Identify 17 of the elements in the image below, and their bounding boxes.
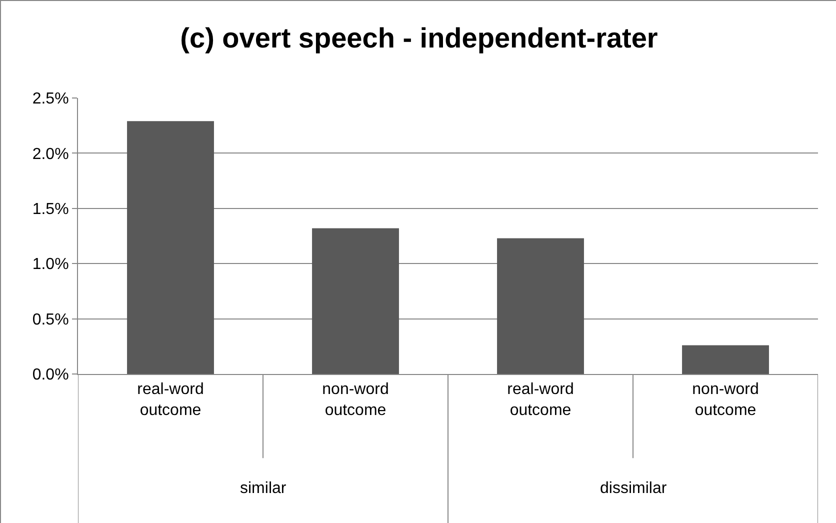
y-tick-label: 0.5% — [32, 311, 69, 328]
text: dissimilar — [600, 480, 668, 497]
bar — [127, 121, 214, 374]
bar — [312, 228, 399, 374]
x-tick-label: non-word outcome — [692, 381, 759, 419]
bar — [682, 345, 769, 374]
x-tick-label: non-word outcome — [322, 381, 389, 419]
x-tick-label: real-word outcome — [507, 381, 574, 419]
y-tick-label: 1.0% — [32, 256, 69, 274]
y-tick-label: 1.5% — [32, 201, 69, 218]
chart-title: (c) overt speech - independent-rater — [180, 22, 658, 54]
y-tick-label: 2.0% — [32, 146, 69, 163]
x-tick-label: real-word outcome — [137, 381, 204, 419]
bar — [497, 238, 584, 374]
y-tick-label: 0.0% — [32, 366, 69, 384]
y-tick-label: 2.5% — [32, 90, 69, 108]
text: similar — [240, 480, 287, 497]
